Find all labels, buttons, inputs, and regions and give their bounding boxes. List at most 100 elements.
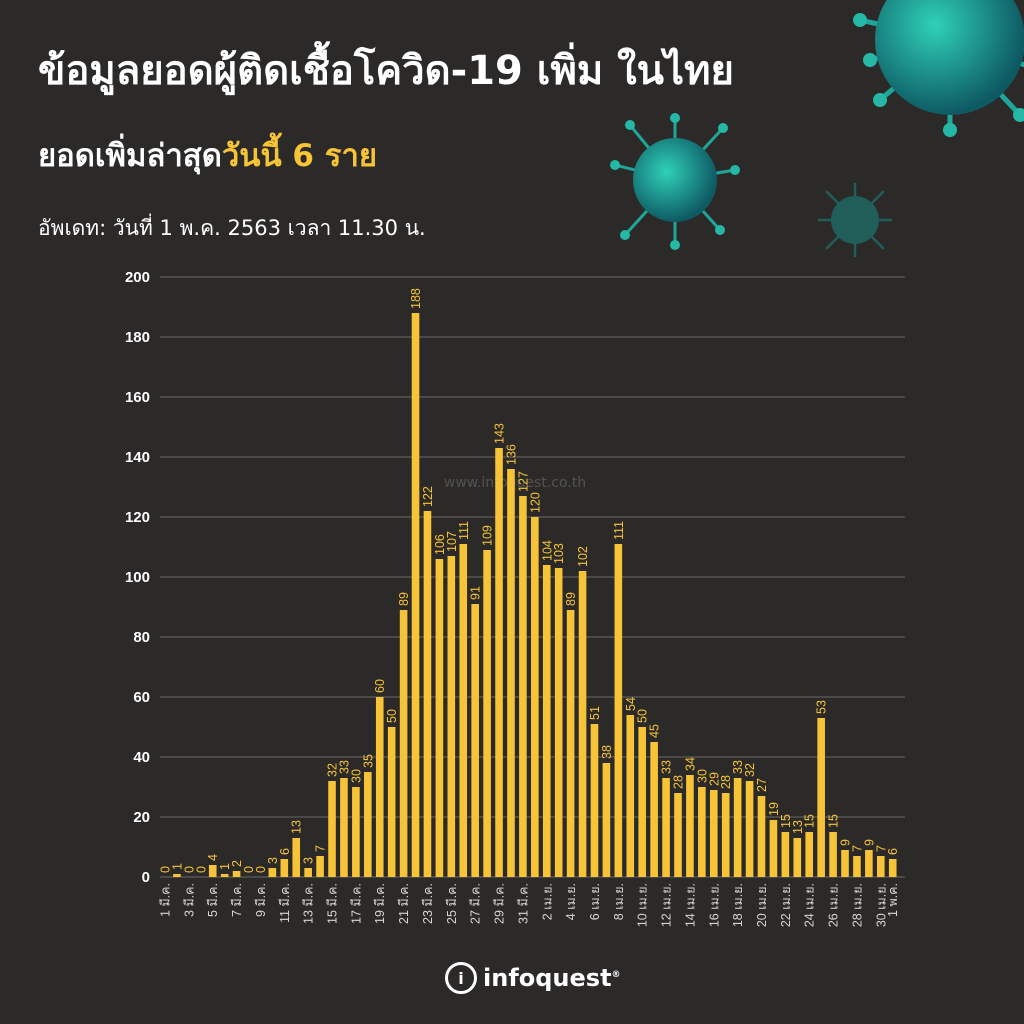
x-tick-label: 10 เม.ย. xyxy=(636,883,650,927)
bar xyxy=(829,832,837,877)
data-label: 89 xyxy=(397,592,411,606)
data-label: 3 xyxy=(266,857,280,864)
data-label: 120 xyxy=(528,492,542,513)
x-tick-label: 17 มี.ค. xyxy=(349,883,363,924)
x-tick-label: 12 เม.ย. xyxy=(660,883,674,927)
data-label: 1 xyxy=(218,863,232,870)
x-tick-label: 23 มี.ค. xyxy=(421,883,435,924)
data-label: 34 xyxy=(683,757,697,771)
bar xyxy=(721,793,730,877)
x-tick-label: 13 มี.ค. xyxy=(302,883,316,924)
y-tick-label: 60 xyxy=(133,689,150,706)
data-label: 7 xyxy=(850,845,864,852)
x-tick-label: 29 มี.ค. xyxy=(493,883,507,924)
bar xyxy=(578,571,587,877)
data-label: 50 xyxy=(385,709,399,723)
bar xyxy=(447,556,456,877)
bar xyxy=(459,544,468,877)
bar xyxy=(364,772,372,877)
bar xyxy=(602,763,611,877)
data-label: 3 xyxy=(302,857,316,864)
data-label: 45 xyxy=(648,724,662,738)
y-tick-label: 20 xyxy=(133,809,150,826)
data-label: 51 xyxy=(588,706,602,720)
bar xyxy=(853,856,861,877)
x-tick-label: 30 เม.ย. xyxy=(874,883,888,927)
bar xyxy=(888,859,897,877)
data-label: 13 xyxy=(290,820,304,834)
x-tick-label: 5 มี.ค. xyxy=(206,883,220,917)
data-label: 107 xyxy=(445,531,459,552)
data-label: 0 xyxy=(159,866,173,873)
bar xyxy=(626,715,635,877)
bar xyxy=(423,511,432,877)
page-title: ข้อมูลยอดผู้ติดเชื้อโควิด-19 เพิ่ม ในไทย xyxy=(38,48,734,94)
data-label: 60 xyxy=(373,679,387,693)
x-tick-label: 19 มี.ค. xyxy=(373,883,387,924)
bar xyxy=(614,544,623,877)
bar xyxy=(566,610,575,877)
x-tick-label: 18 เม.ย. xyxy=(731,883,745,927)
bar xyxy=(268,868,277,877)
bar xyxy=(674,793,682,877)
data-label: 30 xyxy=(349,769,363,783)
data-label: 188 xyxy=(409,288,423,309)
data-label: 28 xyxy=(671,775,685,789)
subtitle: ยอดเพิ่มล่าสุดวันนี้ 6 ราย xyxy=(38,130,377,180)
data-label: 28 xyxy=(719,775,733,789)
bar xyxy=(232,871,241,877)
x-tick-label: 2 เม.ย. xyxy=(540,883,554,920)
data-label: 9 xyxy=(862,839,876,846)
x-tick-label: 1 พ.ค. xyxy=(886,883,900,917)
data-label: 53 xyxy=(815,700,829,714)
x-tick-label: 14 เม.ย. xyxy=(683,883,697,927)
data-label: 50 xyxy=(636,709,650,723)
x-tick-label: 8 เม.ย. xyxy=(612,883,626,920)
data-label: 111 xyxy=(612,521,626,540)
data-label: 0 xyxy=(254,866,268,873)
bar xyxy=(709,790,718,877)
x-tick-label: 25 มี.ค. xyxy=(445,883,459,924)
x-tick-label: 31 มี.ค. xyxy=(516,883,530,924)
data-label: 4 xyxy=(206,854,220,861)
bar xyxy=(340,778,348,877)
x-tick-label: 4 เม.ย. xyxy=(564,883,578,920)
data-label: 0 xyxy=(182,866,196,873)
data-label: 0 xyxy=(194,866,208,873)
data-label: 33 xyxy=(660,760,674,774)
bar xyxy=(352,787,360,877)
bar xyxy=(173,874,181,877)
bar xyxy=(375,697,384,877)
bar xyxy=(387,727,396,877)
bar xyxy=(435,559,444,877)
footer-logo: i infoquest® xyxy=(445,958,621,998)
bar xyxy=(519,496,527,877)
bar xyxy=(841,850,849,877)
bar xyxy=(757,796,766,877)
y-tick-label: 180 xyxy=(125,329,150,346)
bar xyxy=(638,727,646,877)
data-label: 0 xyxy=(242,866,256,873)
bar xyxy=(316,856,324,877)
data-label: 6 xyxy=(278,848,292,855)
data-label: 91 xyxy=(469,586,483,600)
y-tick-label: 100 xyxy=(125,569,150,586)
bar xyxy=(208,865,217,877)
x-tick-label: 24 เม.ย. xyxy=(803,883,817,927)
data-label: 30 xyxy=(695,769,709,783)
data-label: 136 xyxy=(504,444,518,465)
bar xyxy=(662,778,670,877)
bar xyxy=(590,724,599,877)
x-tick-label: 15 มี.ค. xyxy=(326,883,340,924)
data-label: 6 xyxy=(886,848,900,855)
y-tick-label: 0 xyxy=(142,869,150,886)
data-label: 122 xyxy=(421,486,435,507)
update-timestamp: อัพเดท: วันที่ 1 พ.ค. 2563 เวลา 11.30 น. xyxy=(38,216,426,240)
bar xyxy=(865,850,873,877)
y-tick-label: 160 xyxy=(125,389,150,406)
bar xyxy=(877,856,885,877)
bar xyxy=(793,838,802,877)
x-tick-label: 16 เม.ย. xyxy=(707,883,721,927)
bar xyxy=(495,448,503,877)
